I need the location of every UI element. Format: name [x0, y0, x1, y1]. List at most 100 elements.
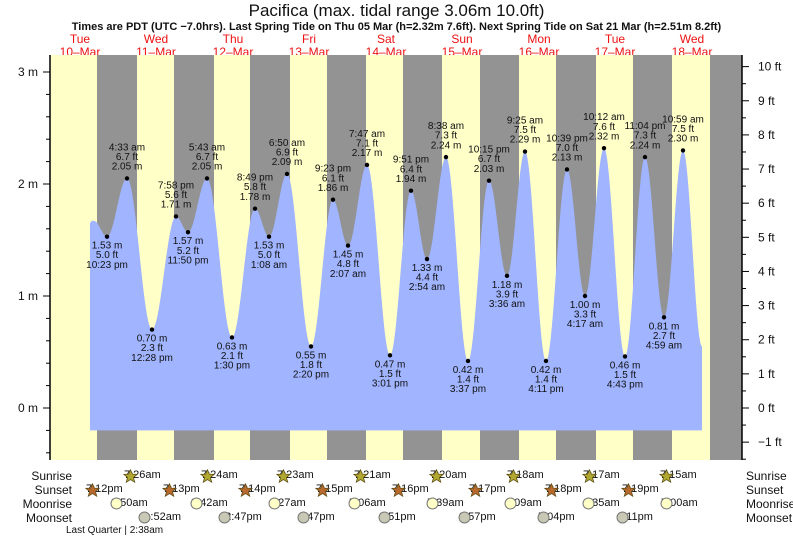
- sunrise-event: 7:23am: [276, 469, 314, 483]
- y-tick-right: 2 ft: [758, 333, 775, 347]
- tide-label: 6.1 ft: [322, 173, 344, 184]
- tide-label: 4.4 ft: [416, 273, 438, 284]
- tide-label: 1.33 m: [412, 263, 443, 274]
- y-tick-right: 10 ft: [758, 60, 782, 74]
- chart-subtitle: Times are PDT (UTC −7.0hrs). Last Spring…: [71, 21, 722, 33]
- moonrise-event: 5:39am: [426, 497, 464, 510]
- y-tick-right: 1 ft: [758, 367, 775, 381]
- tide-point: [564, 167, 570, 172]
- sunset-event: 7:12pm: [85, 483, 123, 497]
- day-of-week: Wed: [143, 32, 169, 46]
- moonrise-row-label: Moonrise: [22, 497, 72, 511]
- tide-label: 2.09 m: [272, 157, 303, 168]
- night-band: [710, 55, 742, 460]
- tide-label: 7.3 ft: [435, 131, 457, 142]
- tide-point: [173, 214, 179, 219]
- tide-label: 10:39 pm: [546, 133, 588, 144]
- sunset-event: 7:13pm: [162, 483, 200, 497]
- tide-point: [601, 145, 607, 151]
- tide-point: [330, 197, 336, 202]
- moonset-event: 1:47pm: [297, 511, 335, 524]
- tide-label: 1.45 m: [333, 250, 364, 261]
- tide-label: 3.9 ft: [496, 289, 518, 300]
- sunrise-event: 7:18am: [506, 469, 544, 483]
- tide-label: 0.42 m: [531, 365, 562, 376]
- tide-label: 6.7 ft: [116, 152, 138, 163]
- tide-label: 1.18 m: [492, 280, 523, 291]
- tide-point: [622, 354, 628, 359]
- day-of-week: Sat: [376, 32, 395, 46]
- tide-label: 4:43 pm: [607, 380, 643, 391]
- tide-point: [252, 206, 258, 211]
- tide-label: 0.63 m: [217, 341, 248, 352]
- sunrise-event: 7:15am: [659, 469, 697, 483]
- tide-label: 3:36 am: [489, 299, 525, 310]
- tide-label: 1.78 m: [240, 192, 271, 203]
- sunrise-event: 7:21am: [353, 469, 391, 483]
- sunrise-row-label: Sunrise: [31, 469, 72, 483]
- tide-point: [185, 229, 191, 235]
- tide-point: [543, 358, 549, 364]
- tide-point: [680, 148, 686, 153]
- day-of-week: Tue: [604, 32, 626, 46]
- day-of-week: Mon: [527, 32, 551, 46]
- tide-label: 0.47 m: [375, 359, 406, 370]
- tide-label: 1.4 ft: [535, 375, 557, 386]
- tide-point: [642, 154, 648, 160]
- tide-point: [504, 273, 510, 279]
- sunset-event: 7:14pm: [238, 483, 276, 497]
- tide-label: 1.5 ft: [379, 369, 401, 380]
- y-tick-right: 5 ft: [758, 230, 775, 244]
- moonset-event: 2:51pm: [378, 511, 416, 524]
- day-of-week: Thu: [222, 32, 244, 46]
- tide-label: 1.53 m: [92, 241, 123, 252]
- tide-label: 2.3 ft: [141, 343, 163, 354]
- tide-label: 11:50 pm: [168, 255, 209, 266]
- y-tick-right: 6 ft: [758, 196, 775, 210]
- tide-point: [387, 353, 393, 358]
- tide-point: [124, 176, 130, 181]
- tide-label: 2.13 m: [552, 153, 583, 164]
- tide-label: 1.8 ft: [300, 360, 322, 371]
- tide-point: [204, 176, 210, 181]
- moonrise-event: 3:42am: [190, 497, 228, 510]
- tide-point: [364, 162, 370, 168]
- tide-label: 1:08 am: [251, 260, 287, 271]
- moonrise-event: 2:50am: [110, 497, 148, 510]
- tide-point: [104, 234, 110, 239]
- tide-label: 5.0 ft: [96, 250, 118, 261]
- tide-point: [582, 293, 588, 299]
- y-tick-right: 8 ft: [758, 128, 775, 142]
- tide-label: 1.94 m: [396, 174, 427, 185]
- tide-label: 6.7 ft: [196, 152, 218, 163]
- tide-label: 1.4 ft: [457, 375, 479, 386]
- day-of-week: Sun: [451, 32, 473, 46]
- tide-label: 5:43 am: [189, 142, 225, 153]
- tide-point: [266, 234, 272, 239]
- tide-label: 1:30 pm: [214, 361, 250, 372]
- moonrise-row-label: Moonrise: [746, 497, 793, 511]
- tide-label: 5.2 ft: [177, 246, 199, 257]
- moonset-event: 3:57pm: [458, 511, 496, 524]
- moonset-row-label: Moonset: [746, 511, 793, 525]
- moonset-event: 6:11pm: [616, 511, 653, 524]
- tide-label: 9:51 pm: [393, 155, 429, 166]
- tide-label: 2:20 pm: [293, 370, 329, 381]
- tide-label: 2:07 am: [330, 269, 366, 280]
- tide-label: 4.8 ft: [337, 259, 359, 270]
- tide-label: 12:28 pm: [131, 353, 173, 364]
- tide-label: 7:58 pm: [158, 180, 194, 191]
- tide-point: [424, 256, 430, 262]
- tide-label: 1.86 m: [318, 183, 349, 194]
- tide-label: 2.30 m: [668, 134, 699, 145]
- moonset-row-label: Moonset: [25, 511, 72, 525]
- y-tick-right: 4 ft: [758, 264, 775, 278]
- tide-label: 2.7 ft: [653, 331, 675, 342]
- tide-label: 2.1 ft: [221, 351, 243, 362]
- tide-point: [229, 335, 235, 340]
- moonrise-event: 4:27am: [268, 497, 306, 510]
- tide-label: 5.8 ft: [244, 182, 266, 193]
- tide-label: 6:50 am: [269, 138, 305, 149]
- moonrise-event: 6:35am: [582, 497, 620, 510]
- sunset-event: 7:18pm: [544, 483, 582, 497]
